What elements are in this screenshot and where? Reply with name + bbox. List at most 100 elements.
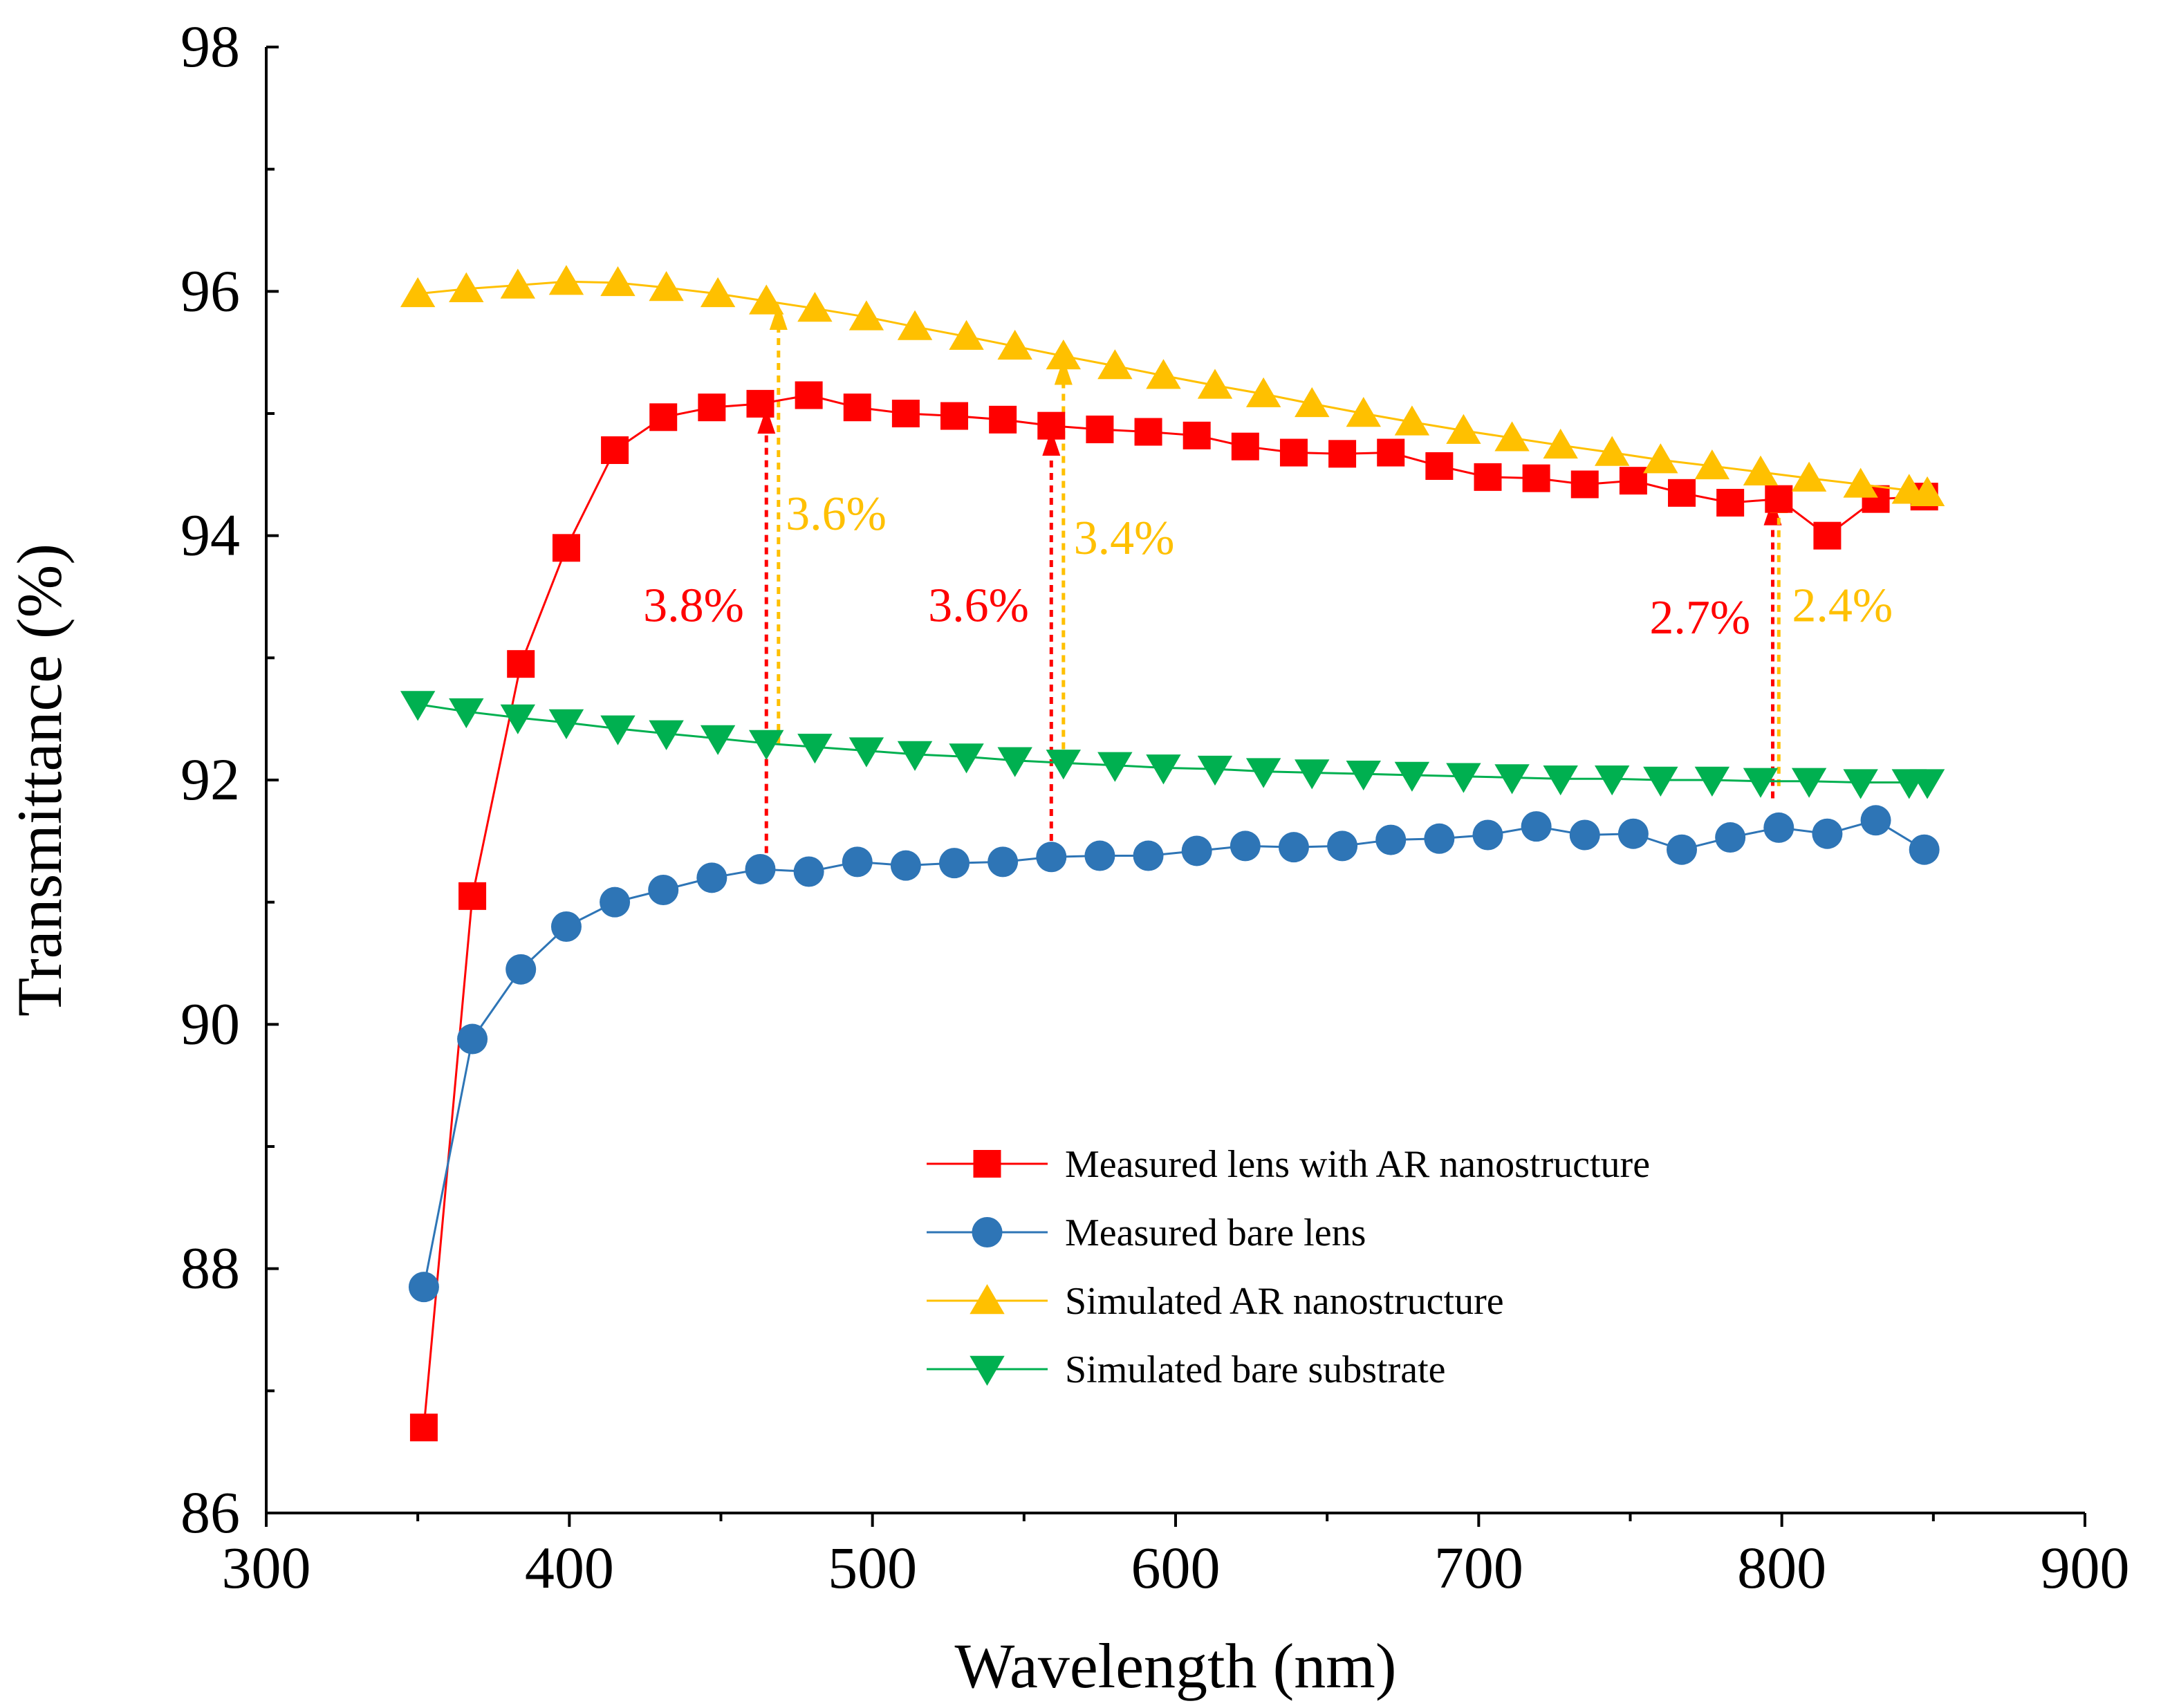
data-point bbox=[797, 292, 833, 322]
data-point bbox=[1843, 467, 1878, 498]
data-point bbox=[1146, 359, 1181, 389]
data-point bbox=[1375, 824, 1407, 855]
data-point bbox=[696, 862, 727, 893]
series-1 bbox=[408, 805, 1940, 1303]
data-point bbox=[1245, 377, 1281, 407]
data-point bbox=[1763, 812, 1794, 843]
x-tick-label: 800 bbox=[1737, 1534, 1826, 1601]
x-tick-label: 900 bbox=[2041, 1534, 2130, 1601]
y-tick-label: 86 bbox=[180, 1479, 240, 1545]
data-point bbox=[409, 1413, 438, 1442]
data-point bbox=[949, 743, 984, 774]
data-point bbox=[1295, 387, 1330, 418]
data-point bbox=[1860, 805, 1891, 836]
series-2 bbox=[400, 265, 1945, 507]
data-point bbox=[1037, 411, 1066, 440]
data-point bbox=[1036, 842, 1067, 873]
annotation-label: 3.6% bbox=[786, 488, 887, 541]
legend: Measured lens with AR nanostructure Measu… bbox=[927, 1143, 1650, 1391]
annotation-label: 3.6% bbox=[928, 579, 1029, 632]
data-point bbox=[500, 268, 536, 299]
data-point bbox=[749, 730, 784, 760]
data-point bbox=[1278, 832, 1309, 863]
data-point bbox=[1346, 760, 1381, 791]
data-point bbox=[1909, 834, 1940, 865]
y-tick-label: 88 bbox=[180, 1235, 240, 1301]
legend-label: Measured lens with AR nanostructure bbox=[1065, 1143, 1650, 1186]
data-point bbox=[1570, 470, 1599, 499]
data-point bbox=[449, 698, 484, 729]
data-point bbox=[1146, 754, 1181, 785]
data-point bbox=[1424, 823, 1455, 854]
data-point bbox=[890, 850, 921, 881]
legend-marker bbox=[973, 1150, 1001, 1178]
data-point bbox=[793, 856, 824, 887]
y-tick-label: 92 bbox=[180, 746, 240, 813]
data-point bbox=[1134, 418, 1162, 446]
data-point bbox=[1097, 752, 1133, 782]
legend-entry: Measured lens with AR nanostructure bbox=[927, 1143, 1650, 1186]
data-point bbox=[997, 747, 1032, 777]
data-point bbox=[400, 691, 436, 721]
data-point bbox=[997, 329, 1032, 360]
data-point bbox=[500, 704, 536, 734]
x-tick-label: 300 bbox=[222, 1534, 311, 1601]
data-point bbox=[1046, 750, 1082, 780]
data-point bbox=[1328, 440, 1357, 468]
data-point bbox=[1377, 438, 1405, 467]
data-point bbox=[1743, 768, 1779, 798]
data-point bbox=[1084, 840, 1115, 871]
data-point bbox=[408, 1272, 439, 1303]
data-point bbox=[1472, 819, 1503, 851]
data-point bbox=[1346, 397, 1381, 427]
series-3 bbox=[400, 691, 1945, 799]
data-point bbox=[1522, 464, 1550, 492]
data-point bbox=[600, 887, 631, 918]
data-point bbox=[897, 741, 933, 771]
difference-annotations: 3.8% 3.6% 3.6% 3.4% 2.7% 2.4% bbox=[643, 304, 1893, 866]
data-point bbox=[1086, 415, 1114, 443]
data-point bbox=[1046, 339, 1082, 370]
data-point bbox=[939, 848, 970, 879]
data-point bbox=[1230, 830, 1261, 862]
data-point bbox=[1668, 479, 1696, 507]
data-series bbox=[400, 265, 1945, 1442]
data-point bbox=[1494, 421, 1530, 452]
data-point bbox=[1694, 766, 1730, 797]
data-point bbox=[1694, 449, 1730, 480]
legend-label: Measured bare lens bbox=[1065, 1212, 1366, 1254]
data-point bbox=[746, 389, 775, 418]
annotation-arrow-head bbox=[1054, 358, 1073, 385]
data-point bbox=[1667, 834, 1698, 865]
data-point bbox=[548, 709, 584, 739]
legend-marker bbox=[970, 1284, 1005, 1315]
data-point bbox=[550, 911, 582, 942]
data-point bbox=[1181, 835, 1212, 866]
annotation-arrow-head bbox=[757, 407, 776, 434]
data-point bbox=[1643, 443, 1678, 474]
legend-label: Simulated bare substrate bbox=[1065, 1348, 1446, 1391]
data-point bbox=[1327, 830, 1358, 862]
data-point bbox=[1743, 455, 1779, 485]
data-point bbox=[600, 715, 636, 745]
data-point bbox=[1791, 461, 1827, 492]
data-point bbox=[1097, 349, 1133, 380]
data-point bbox=[1543, 428, 1578, 459]
data-point bbox=[795, 381, 823, 409]
data-point bbox=[949, 319, 984, 350]
data-point bbox=[698, 393, 726, 422]
x-axis-title: Wavelength (nm) bbox=[955, 1631, 1397, 1701]
data-point bbox=[1909, 476, 1945, 507]
data-point bbox=[400, 277, 436, 308]
y-tick-label: 94 bbox=[180, 502, 240, 568]
data-point bbox=[700, 277, 736, 308]
data-point bbox=[700, 725, 736, 755]
annotation-label: 2.7% bbox=[1649, 591, 1750, 644]
data-point bbox=[1812, 818, 1843, 849]
data-point bbox=[649, 403, 678, 431]
data-point bbox=[1569, 819, 1600, 851]
annotation-arrow-head bbox=[1042, 429, 1061, 456]
data-point bbox=[1295, 759, 1330, 790]
data-point bbox=[1813, 521, 1842, 550]
